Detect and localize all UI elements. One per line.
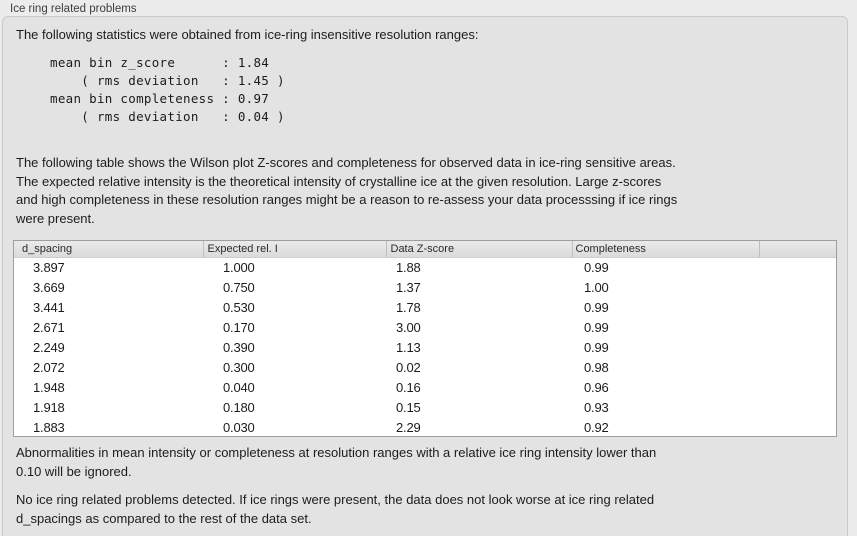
table-cell: 1.13: [396, 339, 421, 355]
table-row[interactable]: 1.883 0.030 2.29 0.92: [14, 417, 836, 437]
table-cell: 0.15: [396, 399, 421, 415]
table-cell: [759, 297, 836, 317]
table-cell: 0.170: [223, 319, 255, 335]
table-cell: 0.99: [584, 339, 609, 355]
table-cell: 1.883: [33, 419, 65, 435]
table-row[interactable]: 2.671 0.170 3.00 0.99: [14, 317, 836, 337]
table-cell: [759, 317, 836, 337]
table-cell: [759, 357, 836, 377]
table-header-row: d_spacing Expected rel. I Data Z-score Comp…: [14, 241, 836, 258]
table-cell: 3.669: [33, 279, 65, 295]
column-header-d-spacing[interactable]: d_spacing: [14, 241, 203, 258]
ignore-note: Abnormalities in mean intensity or compl…: [16, 445, 657, 479]
table-cell: 0.300: [223, 359, 255, 375]
table-cell: 0.98: [584, 359, 609, 375]
column-header-expected-rel-i[interactable]: Expected rel. I: [202, 241, 386, 258]
table-cell: 0.02: [396, 359, 421, 375]
section-title: Ice ring related problems: [10, 3, 137, 15]
table-cell: [759, 417, 836, 437]
table-cell: 1.37: [396, 279, 421, 295]
table-cell: 1.918: [33, 399, 65, 415]
table-cell: 0.750: [223, 279, 255, 295]
table-cell: 0.99: [584, 299, 609, 315]
table-cell: [759, 337, 836, 357]
table-cell: [759, 277, 836, 297]
table-cell: 1.000: [223, 259, 255, 275]
intro-text: The following statistics were obtained f…: [16, 27, 479, 42]
table-cell: 0.99: [584, 319, 609, 335]
table-cell: 2.671: [33, 319, 65, 335]
table-cell: 3.897: [33, 259, 65, 275]
stats-block: mean bin z_score : 1.84 ( rms deviation …: [50, 55, 285, 124]
column-header-blank[interactable]: [758, 241, 836, 258]
table-cell: 0.530: [223, 299, 255, 315]
table-row[interactable]: 3.669 0.750 1.37 1.00: [14, 277, 836, 297]
table-cell: 2.249: [33, 339, 65, 355]
table-cell: 1.88: [396, 259, 421, 275]
ice-ring-panel: The following statistics were obtained f…: [2, 16, 848, 536]
table-row[interactable]: 3.897 1.000 1.88 0.99: [14, 257, 836, 277]
table-cell: 3.00: [396, 319, 421, 335]
table-row[interactable]: 3.441 0.530 1.78 0.99: [14, 297, 836, 317]
table-row[interactable]: 1.948 0.040 0.16 0.96: [14, 377, 836, 397]
table-cell: 0.390: [223, 339, 255, 355]
description-text: The following table shows the Wilson plo…: [16, 155, 678, 226]
ice-ring-table-grid: d_spacing Expected rel. I Data Z-score Comp…: [14, 241, 836, 437]
table-cell: 3.441: [33, 299, 65, 315]
table-cell: 0.16: [396, 379, 421, 395]
table-cell: 0.180: [223, 399, 255, 415]
table-cell: 1.948: [33, 379, 65, 395]
table-cell: 0.93: [584, 399, 609, 415]
table-cell: 0.92: [584, 419, 609, 435]
column-header-completeness[interactable]: Completeness: [571, 241, 759, 258]
table-cell: 0.96: [584, 379, 609, 395]
table-cell: [759, 397, 836, 417]
table-cell: [759, 377, 836, 397]
table-cell: 0.99: [584, 259, 609, 275]
table-cell: 2.072: [33, 359, 65, 375]
table-row[interactable]: 2.249 0.390 1.13 0.99: [14, 337, 836, 357]
table-cell: 0.030: [223, 419, 255, 435]
table-cell: 1.78: [396, 299, 421, 315]
table-cell: 2.29: [396, 419, 421, 435]
table-cell: [759, 257, 836, 277]
conclusion-text: No ice ring related problems detected. I…: [16, 492, 655, 526]
table-row[interactable]: 1.918 0.180 0.15 0.93: [14, 397, 836, 417]
table-cell: 1.00: [584, 279, 609, 295]
table-row[interactable]: 2.072 0.300 0.02 0.98: [14, 357, 836, 377]
ice-ring-table[interactable]: d_spacing Expected rel. I Data Z-score Comp…: [13, 240, 837, 437]
table-body: 3.897 1.000 1.88 0.99 3.669 0.750 1.37 1.00 3.44…: [14, 257, 836, 437]
table-cell: 0.040: [223, 379, 255, 395]
column-header-data-z-score[interactable]: Data Z-score: [385, 241, 572, 258]
